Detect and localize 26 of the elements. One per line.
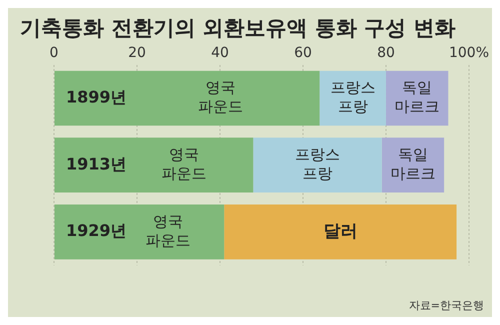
text: 프랑스 프랑 xyxy=(295,145,340,182)
series-label: 독일 마르크 xyxy=(394,78,440,116)
y-tick-label: 1899년 xyxy=(66,87,127,106)
series-label: 달러 xyxy=(323,221,358,242)
text: 독일 마르크 xyxy=(390,145,436,182)
text: 영국 파운드 xyxy=(198,78,243,116)
x-tick-label: 100% xyxy=(448,45,490,62)
x-tick-label: 0 xyxy=(50,45,58,62)
text: 자료=한국은행 xyxy=(408,298,484,313)
bar xyxy=(382,138,444,193)
x-tick-label: 60 xyxy=(294,45,312,62)
x-tick-label: 80 xyxy=(377,45,395,62)
x-tick-label: 40 xyxy=(211,45,229,62)
series-label: 프랑스 프랑 xyxy=(330,78,376,116)
bar xyxy=(224,204,457,260)
bar xyxy=(253,138,382,193)
series-label: 영국 파운드 xyxy=(145,212,190,250)
bar xyxy=(54,70,320,126)
y-tick-label: 1929년 xyxy=(66,221,127,240)
x-tick-label: 20 xyxy=(128,45,146,62)
y-tick-label: 1913년 xyxy=(66,154,127,174)
chart-title: 기축통화 전환기의 외환보유액 통화 구성 변화 xyxy=(19,15,457,42)
bar xyxy=(54,204,224,260)
bar xyxy=(54,138,254,193)
text: 영국 파운드 xyxy=(161,145,206,182)
bar xyxy=(320,70,386,126)
